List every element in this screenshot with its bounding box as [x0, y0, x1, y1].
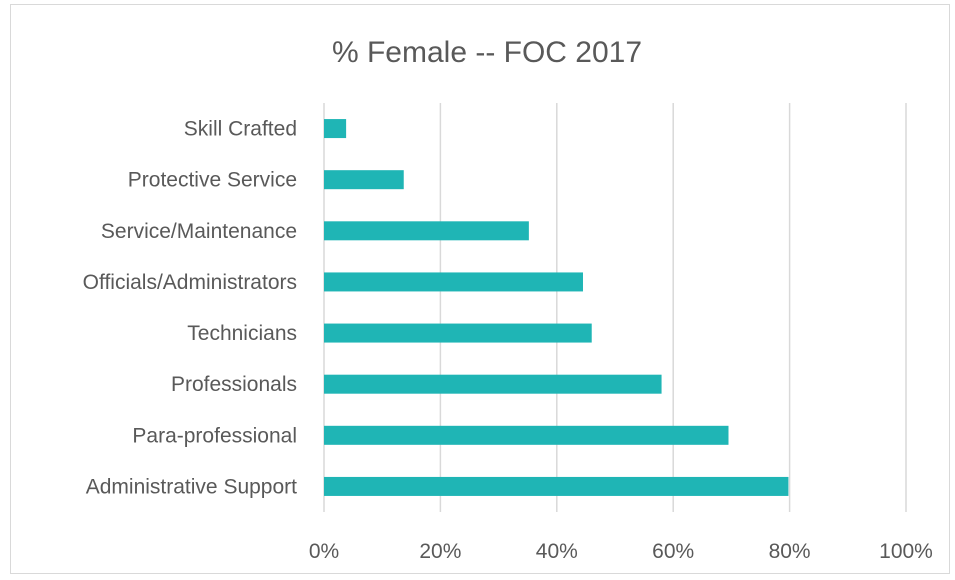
category-label: Protective Service	[128, 169, 297, 192]
bar	[324, 323, 592, 343]
bar	[324, 476, 789, 496]
category-label: Administrative Support	[86, 475, 297, 498]
category-label: Service/Maintenance	[101, 220, 297, 243]
x-tick-label: 0%	[309, 540, 339, 563]
category-label: Technicians	[187, 322, 297, 345]
bar	[324, 170, 404, 190]
chart-title: % Female -- FOC 2017	[332, 36, 642, 69]
category-label: Professionals	[171, 373, 297, 396]
category-label: Skill Crafted	[184, 118, 297, 141]
bar	[324, 221, 529, 241]
x-tick-label: 40%	[536, 540, 578, 563]
bar	[324, 272, 583, 292]
category-label: Para-professional	[132, 424, 297, 447]
x-axis-tick-labels: 0% 20% 40% 60% 80% 100%	[309, 540, 933, 563]
gridlines	[323, 103, 907, 512]
category-labels: Skill Crafted Protective Service Service/M…	[83, 118, 298, 499]
bars	[324, 119, 789, 496]
bar	[324, 374, 662, 394]
category-label: Officials/Administrators	[83, 271, 297, 294]
x-tick-label: 100%	[879, 540, 933, 563]
x-tick-label: 80%	[769, 540, 811, 563]
bar	[324, 119, 347, 139]
x-tick-label: 20%	[419, 540, 461, 563]
x-tick-label: 60%	[652, 540, 694, 563]
bar	[324, 425, 729, 445]
